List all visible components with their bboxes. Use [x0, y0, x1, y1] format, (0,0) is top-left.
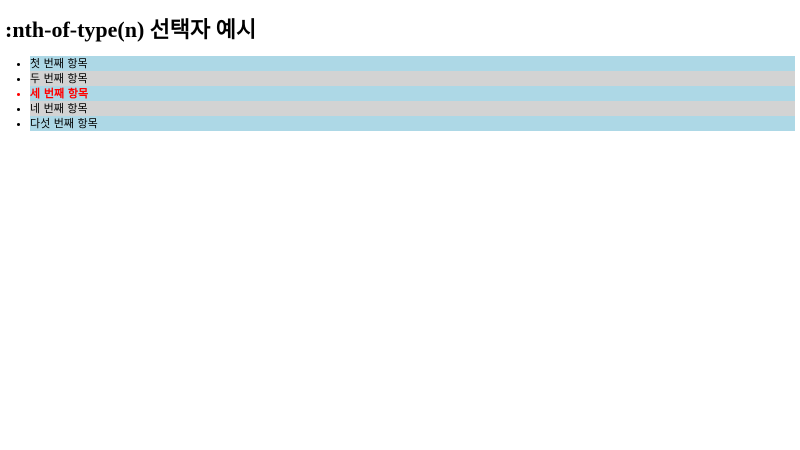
list-item-3-highlighted: 세 번째 항목	[30, 86, 795, 101]
list-item-2: 두 번째 항목	[30, 71, 795, 86]
page-title: :nth-of-type(n) 선택자 예시	[5, 17, 257, 42]
item-list: 첫 번째 항목 두 번째 항목 세 번째 항목 네 번째 항목 다섯 번째 항목	[5, 56, 795, 131]
list-item-1: 첫 번째 항목	[30, 56, 795, 71]
list-item-5: 다섯 번째 항목	[30, 116, 795, 131]
list-item-4: 네 번째 항목	[30, 101, 795, 116]
